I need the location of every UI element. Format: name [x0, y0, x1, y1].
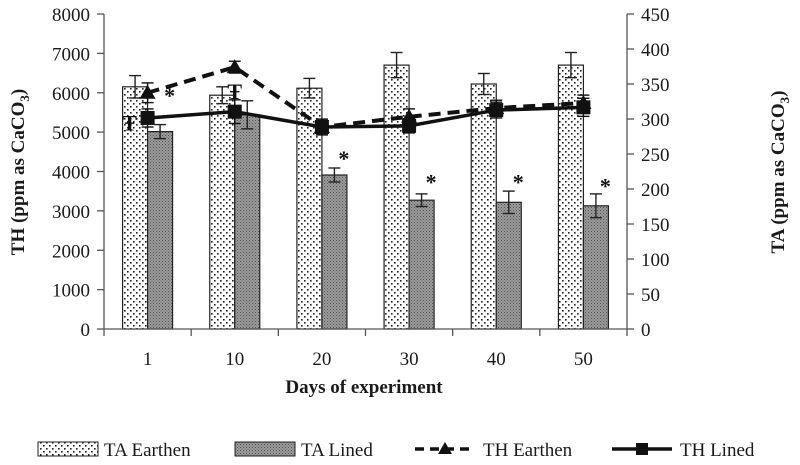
y-left-tick-label: 8000: [52, 5, 90, 26]
bars-layer: [121, 51, 610, 330]
y-left-tick-label: 1000: [52, 281, 90, 302]
bar-ta-lined: [582, 205, 610, 330]
legend-swatch-ta-earthen: [37, 441, 99, 457]
legend-marker-th-earthen: [438, 442, 452, 454]
axes-layer: 0 1000 2000 3000 4000 5000 6000 7000 8000 0 50 100 1…: [52, 5, 670, 370]
significance-asterisk: *: [513, 169, 524, 194]
marker-th-earthen: [226, 59, 243, 74]
line-th-lined: [147, 105, 584, 129]
legend-label: TA Lined: [301, 440, 373, 461]
lines-layer: [139, 59, 592, 136]
bar-ta-lined: [495, 201, 522, 330]
marker-th-lined: [314, 120, 329, 135]
x-tick-label: 1: [143, 349, 153, 370]
y-left-tick-label: 3000: [52, 202, 90, 223]
legend-label: TH Lined: [680, 440, 755, 461]
legend-item-th-earthen: TH Earthen: [415, 440, 573, 461]
y-right-tick-label: 200: [641, 180, 670, 201]
x-tick-label: 30: [400, 349, 419, 370]
y-left-tick-label: 2000: [52, 241, 90, 262]
y-left-tick-label: 6000: [52, 84, 90, 105]
x-tick-label: 10: [225, 349, 244, 370]
bar-ta-lined: [146, 131, 174, 330]
y-right-tick-label: 250: [641, 145, 670, 166]
x-tick-label: 50: [574, 349, 593, 370]
y-axis-left-title: TH (ppm as CaCO3): [8, 89, 32, 255]
y-right-tick-label: 450: [641, 5, 670, 26]
legend-label: TA Earthen: [104, 440, 191, 461]
y-left-tick-label: 5000: [52, 123, 90, 144]
x-tick-label: 40: [487, 349, 506, 370]
y-right-tick-label: 0: [641, 320, 651, 341]
marker-th-lined: [402, 118, 417, 133]
legend-item-th-lined: TH Lined: [612, 440, 755, 461]
line-th-earthen: [147, 64, 584, 130]
legend-marker-th-lined: [636, 443, 648, 455]
marker-th-earthen: [139, 84, 156, 99]
marker-th-lined: [227, 104, 242, 119]
bar-ta-lined: [321, 174, 348, 330]
bar-ta-earthen: [383, 64, 410, 330]
significance-dagger: Ŧ: [122, 110, 137, 135]
marker-th-lined: [489, 103, 504, 118]
significance-asterisk: *: [164, 83, 175, 108]
y-left-tick-label: 7000: [52, 44, 90, 65]
significance-asterisk: *: [338, 146, 349, 171]
y-left-tick-label: 4000: [52, 163, 90, 184]
bar-ta-earthen: [209, 94, 236, 330]
y-right-tick-label: 50: [641, 285, 660, 306]
bar-ta-lined: [408, 199, 435, 330]
marker-th-lined: [140, 110, 155, 125]
y-left-tick-label: 0: [81, 320, 91, 341]
legend-swatch-ta-lined: [234, 441, 296, 457]
significance-asterisk: *: [600, 173, 611, 198]
y-axis-right-title: TA (ppm as CaCO3): [768, 91, 792, 254]
legend-label: TH Earthen: [483, 440, 573, 461]
significance-asterisk: *: [426, 169, 437, 194]
x-axis-title: Days of experiment: [285, 377, 443, 398]
y-right-tick-label: 300: [641, 110, 670, 131]
marker-th-lined: [576, 100, 591, 115]
significance-dagger: Ŧ: [227, 79, 242, 104]
annotations-layer: * Ŧ Ŧ * * * *: [122, 79, 611, 199]
x-tick-label: 20: [312, 349, 331, 370]
legend-item-ta-earthen: TA Earthen: [37, 440, 191, 461]
y-right-tick-label: 350: [641, 75, 670, 96]
bar-ta-earthen: [470, 83, 497, 330]
y-right-tick-label: 150: [641, 215, 670, 236]
y-right-tick-label: 100: [641, 250, 670, 271]
legend-item-ta-lined: TA Lined: [234, 440, 373, 461]
legend: TA Earthen TA Lined TH Earthen TH Lined: [37, 440, 755, 461]
y-right-tick-label: 400: [641, 40, 670, 61]
bar-ta-lined: [234, 114, 261, 330]
